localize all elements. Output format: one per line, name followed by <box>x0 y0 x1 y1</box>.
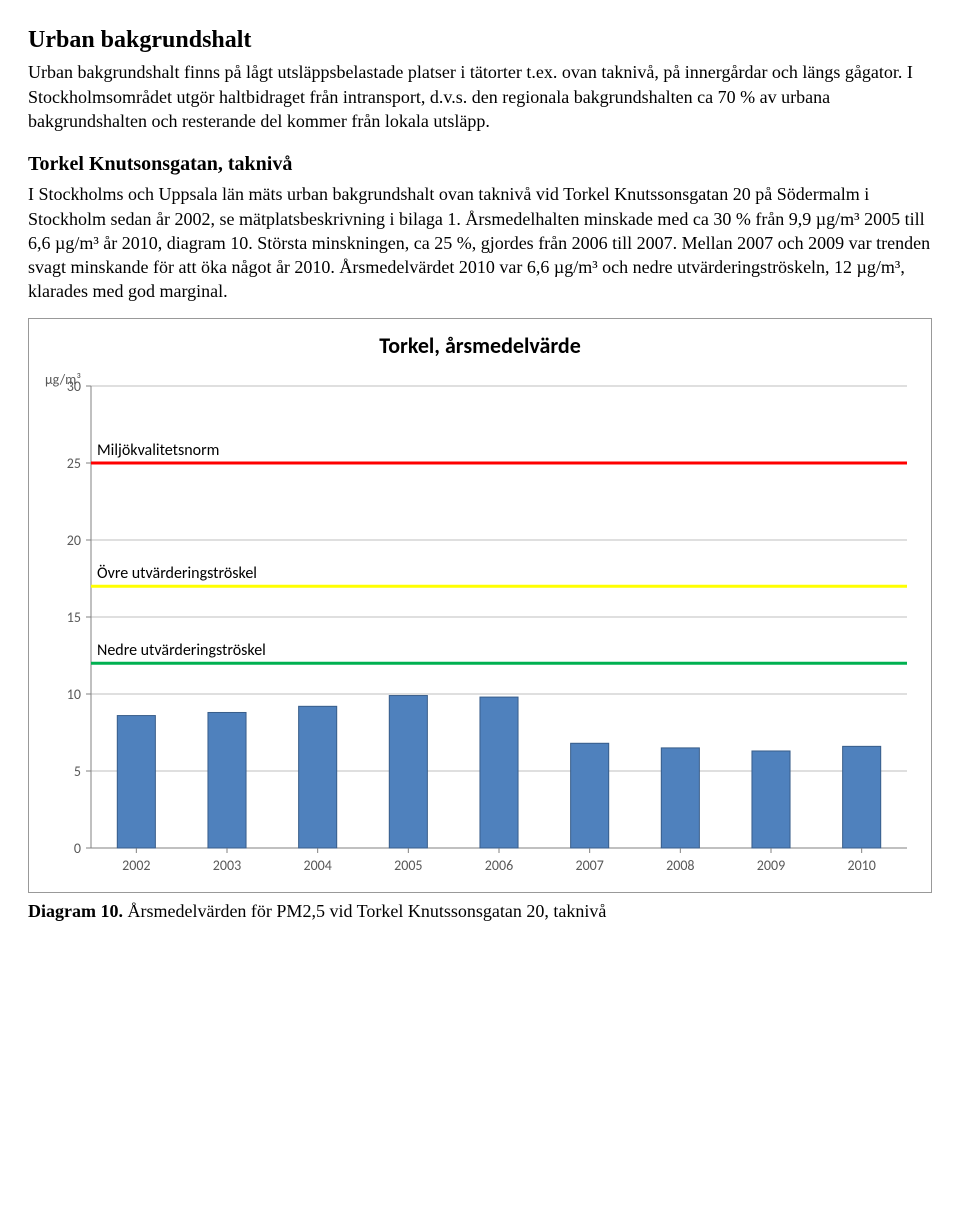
bar-chart: 051015202530µg/m³20022003200420052006200… <box>37 368 917 888</box>
svg-text:Miljökvalitetsnorm: Miljökvalitetsnorm <box>97 441 219 460</box>
svg-text:15: 15 <box>67 609 81 626</box>
svg-text:µg/m³: µg/m³ <box>45 371 81 388</box>
chart-title: Torkel, årsmedelvärde <box>37 331 923 361</box>
svg-text:2008: 2008 <box>666 857 694 874</box>
svg-text:20: 20 <box>67 532 81 549</box>
caption-label: Diagram 10. <box>28 901 123 921</box>
svg-text:2005: 2005 <box>394 857 422 874</box>
chart-container: Torkel, årsmedelvärde 051015202530µg/m³2… <box>28 318 932 894</box>
chart-caption: Diagram 10. Årsmedelvärden för PM2,5 vid… <box>28 899 932 923</box>
caption-text: Årsmedelvärden för PM2,5 vid Torkel Knut… <box>123 901 606 921</box>
svg-text:2004: 2004 <box>303 857 331 874</box>
section-body-torkel: I Stockholms och Uppsala län mäts urban … <box>28 182 932 303</box>
section-heading-torkel: Torkel Knutsonsgatan, taknivå <box>28 151 932 178</box>
svg-text:5: 5 <box>74 763 81 780</box>
svg-text:Nedre utvärderingströskel: Nedre utvärderingströskel <box>97 642 266 661</box>
svg-text:Övre utvärderingströskel: Övre utvärderingströskel <box>97 565 257 584</box>
svg-text:2009: 2009 <box>757 857 785 874</box>
svg-text:2002: 2002 <box>122 857 150 874</box>
svg-text:0: 0 <box>74 840 81 857</box>
section-body-urban-bakgrundshalt: Urban bakgrundshalt finns på lågt utsläp… <box>28 60 932 133</box>
svg-text:2003: 2003 <box>213 857 241 874</box>
svg-text:2007: 2007 <box>575 857 603 874</box>
svg-text:25: 25 <box>67 455 81 472</box>
svg-text:2010: 2010 <box>847 857 875 874</box>
svg-text:2006: 2006 <box>485 857 513 874</box>
svg-text:10: 10 <box>67 686 81 703</box>
section-heading-urban-bakgrundshalt: Urban bakgrundshalt <box>28 24 932 56</box>
